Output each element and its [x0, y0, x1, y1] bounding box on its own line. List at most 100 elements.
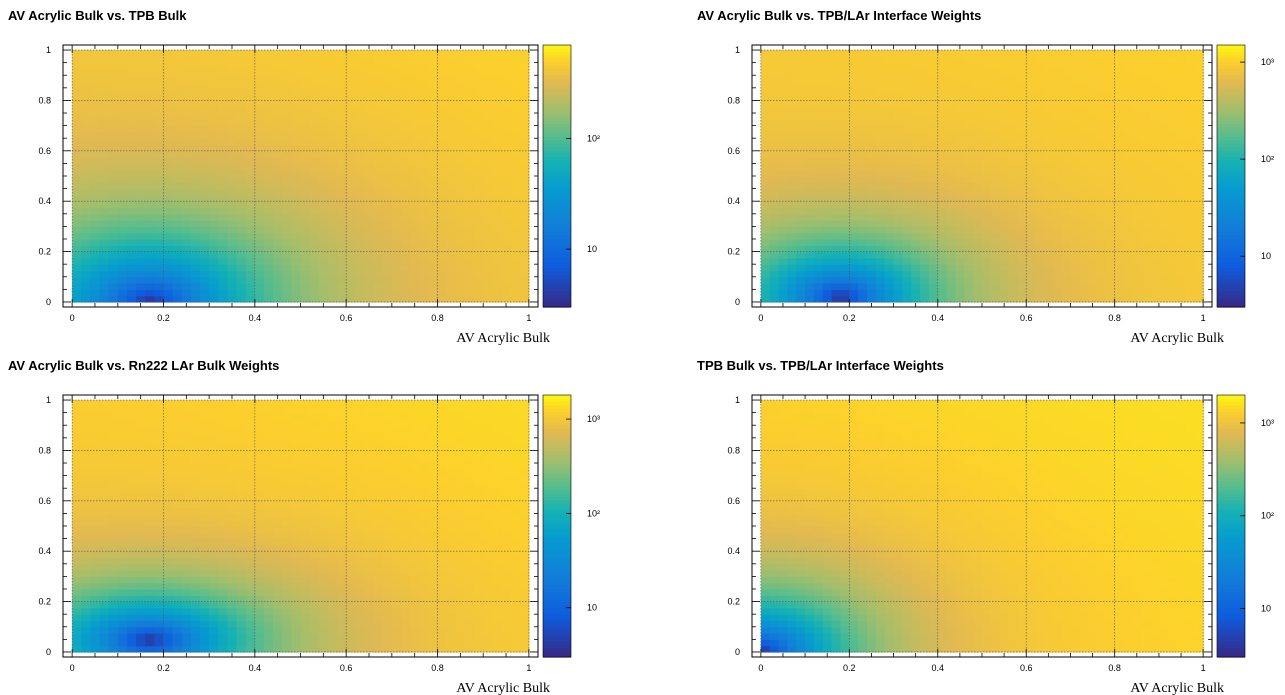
heatmap-cell	[145, 437, 155, 445]
heatmap-cell	[209, 87, 219, 95]
heatmap-cell	[419, 276, 429, 284]
heatmap-cell	[72, 544, 82, 552]
heatmap-cell	[813, 150, 824, 158]
heatmap-cell	[778, 182, 788, 190]
heatmap-cell	[99, 75, 110, 83]
heatmap-cell	[364, 270, 375, 278]
heatmap-cell	[999, 276, 1010, 284]
heatmap-cell	[1176, 207, 1187, 215]
heatmap-cell	[209, 131, 219, 139]
heatmap-cell	[822, 163, 833, 171]
heatmap-cell	[990, 50, 1001, 57]
heatmap-cell	[858, 56, 868, 64]
heatmap-cell	[778, 270, 788, 278]
heatmap-cell	[437, 169, 448, 177]
heatmap-cell	[1132, 100, 1142, 108]
heatmap-cell	[327, 94, 338, 102]
heatmap-cell	[1088, 270, 1098, 278]
heatmap-cell	[190, 425, 201, 433]
heatmap-cell	[787, 226, 797, 234]
heatmap-cell	[190, 295, 201, 303]
heatmap-cell	[510, 62, 521, 70]
heatmap-cell	[858, 68, 868, 76]
heatmap-cell	[236, 207, 247, 215]
heatmap-cell	[760, 138, 771, 146]
heatmap-cell	[946, 68, 957, 76]
heatmap-cell	[1158, 257, 1169, 265]
heatmap-cell	[327, 113, 338, 120]
heatmap-cell	[1150, 119, 1160, 127]
heatmap-cell	[920, 113, 930, 120]
heatmap-cell	[99, 283, 110, 290]
heatmap-cell	[81, 238, 92, 246]
heatmap-cell	[337, 245, 347, 253]
heatmap-cell	[190, 207, 201, 215]
heatmap-cell	[973, 257, 983, 265]
heatmap-cell	[126, 620, 137, 628]
heatmap-cell	[1026, 295, 1036, 303]
heatmap-cell	[1158, 276, 1169, 284]
heatmap-cell	[90, 614, 101, 622]
heatmap-cell	[273, 238, 283, 246]
heatmap-cell	[419, 176, 429, 183]
heatmap-cell	[172, 557, 183, 565]
heatmap-cell	[282, 68, 292, 76]
heatmap-cell	[1105, 213, 1116, 221]
heatmap-cell	[181, 532, 192, 540]
heatmap-cell	[1088, 264, 1098, 272]
heatmap-cell	[172, 437, 183, 445]
heatmap-cell	[263, 182, 274, 190]
heatmap-cell	[236, 113, 247, 120]
heatmap-cell	[1061, 194, 1072, 202]
heatmap-cell	[831, 157, 842, 165]
heatmap-cell	[483, 270, 493, 278]
heatmap-cell	[1132, 119, 1142, 127]
heatmap-cell	[937, 75, 948, 83]
heatmap-cell	[391, 94, 402, 102]
heatmap-cell	[1194, 94, 1204, 102]
heatmap-cell	[813, 68, 824, 76]
heatmap-cell	[181, 283, 192, 290]
heatmap-cell	[875, 276, 886, 284]
heatmap-cell	[455, 163, 466, 171]
chart-title: AV Acrylic Bulk vs. TPB/LAr Interface We…	[697, 8, 982, 23]
heatmap-cell	[787, 125, 797, 133]
heatmap-cell	[172, 418, 183, 426]
heatmap-cell	[355, 106, 366, 114]
heatmap-cell	[1026, 68, 1036, 76]
heatmap-cell	[911, 207, 921, 215]
heatmap-cell	[455, 169, 466, 177]
heatmap-cell	[419, 257, 429, 265]
heatmap-cell	[145, 201, 155, 209]
heatmap-cell	[245, 138, 256, 146]
heatmap-cell	[181, 412, 192, 420]
heatmap-cell	[1052, 176, 1063, 183]
heatmap-cell	[875, 150, 886, 158]
heatmap-cell	[90, 412, 101, 420]
heatmap-cell	[822, 94, 833, 102]
heatmap-cell	[373, 257, 384, 265]
heatmap-cell	[227, 157, 238, 165]
heatmap-cell	[1052, 138, 1063, 146]
heatmap-cell	[136, 194, 146, 202]
heatmap-cell	[145, 582, 155, 590]
heatmap-cell	[1070, 289, 1080, 297]
heatmap-cell	[337, 207, 347, 215]
heatmap-cell	[474, 119, 484, 127]
heatmap-cell	[181, 81, 192, 89]
heatmap-cell	[236, 176, 247, 183]
heatmap-cell	[1088, 106, 1098, 114]
heatmap-cell	[81, 106, 92, 114]
heatmap-cell	[218, 176, 229, 183]
heatmap-cell	[1141, 138, 1151, 146]
heatmap-cell	[355, 56, 366, 64]
heatmap-cell	[893, 113, 903, 120]
heatmap-cell	[227, 201, 238, 209]
heatmap-cell	[492, 232, 503, 240]
heatmap-cell	[291, 144, 302, 152]
heatmap-cell	[849, 56, 859, 64]
heatmap-cell	[126, 201, 137, 209]
heatmap-cell	[108, 412, 119, 420]
heatmap-cell	[778, 119, 788, 127]
heatmap-cell	[778, 106, 788, 114]
